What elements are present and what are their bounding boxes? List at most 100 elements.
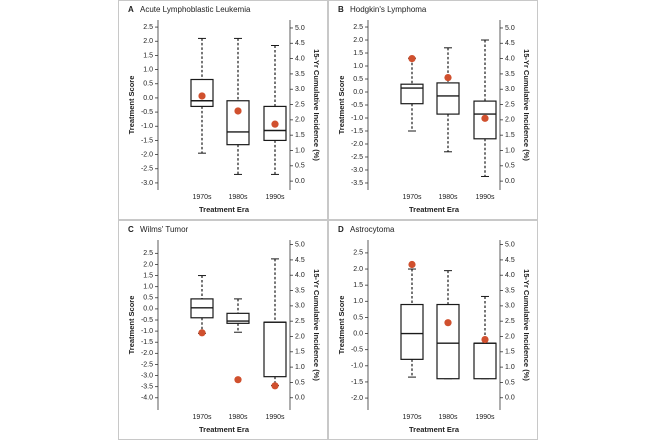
y-axis-label: Treatment Score bbox=[337, 76, 346, 135]
y-tick-label: -1.0 bbox=[351, 363, 363, 370]
panel-label: C bbox=[128, 225, 134, 234]
y-tick-label: 0.5 bbox=[353, 314, 363, 321]
y-tick-label: 1.0 bbox=[143, 66, 153, 73]
y-tick-label: -3.5 bbox=[141, 384, 153, 391]
panel-frame bbox=[118, 0, 328, 220]
y-tick-label: 2.5 bbox=[353, 250, 363, 257]
y-tick-label: 0.0 bbox=[143, 95, 153, 102]
y-tick-label: -1.5 bbox=[141, 339, 153, 346]
y-tick-label: 1.5 bbox=[143, 52, 153, 59]
y-axis-label: Treatment Score bbox=[127, 76, 136, 135]
y-tick-label: -0.5 bbox=[351, 102, 363, 109]
box bbox=[436, 82, 460, 115]
panel-label: A bbox=[128, 5, 134, 14]
incidence-point bbox=[408, 54, 416, 63]
incidence-point bbox=[271, 120, 279, 128]
y-tick-label: 1.5 bbox=[143, 272, 153, 279]
y2-tick-label: 2.5 bbox=[505, 101, 515, 108]
y-tick-label: -3.0 bbox=[141, 372, 153, 379]
box bbox=[263, 321, 287, 378]
y2-tick-label: 0.0 bbox=[295, 178, 305, 185]
y2-tick-label: 3.5 bbox=[295, 287, 305, 294]
y-tick-label: 2.5 bbox=[143, 250, 153, 257]
y-tick-label: 2.0 bbox=[353, 37, 363, 44]
y2-tick-label: 4.5 bbox=[505, 257, 515, 264]
y-axis-label: Treatment Score bbox=[337, 296, 346, 355]
y-tick-label: 2.5 bbox=[353, 24, 363, 31]
y2-tick-label: 1.5 bbox=[295, 132, 305, 139]
y2-tick-label: 1.0 bbox=[505, 364, 515, 371]
incidence-point bbox=[198, 92, 206, 100]
y-axis-label: Treatment Score bbox=[127, 296, 136, 355]
panel-title: Wilms' Tumor bbox=[140, 225, 189, 234]
incidence-point bbox=[234, 107, 242, 115]
y-tick-label: -3.0 bbox=[141, 180, 153, 187]
y2-tick-label: 1.5 bbox=[505, 132, 515, 139]
y-tick-label: 2.0 bbox=[353, 266, 363, 273]
y2-tick-label: 4.5 bbox=[295, 40, 305, 47]
y-tick-label: 0.0 bbox=[143, 306, 153, 313]
panel-label: B bbox=[338, 5, 344, 14]
y-tick-label: -2.5 bbox=[141, 166, 153, 173]
x-axis-label: Treatment Era bbox=[199, 205, 250, 214]
y-tick-label: 0.5 bbox=[353, 76, 363, 83]
x-tick-label: 1980s bbox=[228, 194, 248, 201]
y-tick-label: 0.5 bbox=[143, 295, 153, 302]
x-axis-label: Treatment Era bbox=[409, 205, 460, 214]
box bbox=[436, 303, 460, 380]
panel-title: Astrocytoma bbox=[350, 225, 395, 234]
panel-frame bbox=[328, 0, 538, 220]
y-tick-label: -1.0 bbox=[141, 328, 153, 335]
incidence-point bbox=[481, 335, 489, 344]
incidence-point bbox=[271, 382, 279, 390]
y-tick-label: 1.0 bbox=[143, 284, 153, 291]
box bbox=[226, 312, 250, 324]
y2-tick-label: 1.0 bbox=[505, 147, 515, 154]
y-tick-label: 2.0 bbox=[143, 261, 153, 268]
y-tick-label: -2.0 bbox=[351, 395, 363, 402]
y2-tick-label: 4.0 bbox=[505, 272, 515, 279]
y-tick-label: -0.5 bbox=[141, 317, 153, 324]
y-tick-label: 2.5 bbox=[143, 24, 153, 31]
x-tick-label: 1980s bbox=[438, 194, 458, 201]
y-tick-label: 0.5 bbox=[143, 81, 153, 88]
y2-tick-label: 2.0 bbox=[505, 333, 515, 340]
y2-tick-label: 2.5 bbox=[295, 318, 305, 325]
y2-tick-label: 1.5 bbox=[295, 349, 305, 356]
x-tick-label: 1970s bbox=[402, 414, 422, 421]
y2-axis-label: 15-Yr Cumulative Incidence (%) bbox=[522, 269, 531, 381]
y-tick-label: -2.5 bbox=[351, 154, 363, 161]
y2-tick-label: 0.0 bbox=[505, 395, 515, 402]
panel-label: D bbox=[338, 225, 344, 234]
y2-tick-label: 3.5 bbox=[505, 71, 515, 78]
y2-tick-label: 4.0 bbox=[295, 55, 305, 62]
y-tick-label: 0.0 bbox=[353, 330, 363, 337]
y2-tick-label: 2.0 bbox=[295, 333, 305, 340]
y-tick-label: 1.0 bbox=[353, 298, 363, 305]
x-tick-label: 1990s bbox=[475, 194, 495, 201]
panel: C Wilms' Tumor Treatment Era Treatment Scor… bbox=[118, 220, 328, 440]
box bbox=[400, 303, 424, 360]
y-tick-label: 1.5 bbox=[353, 282, 363, 289]
y2-tick-label: 5.0 bbox=[295, 241, 305, 248]
panel: A Acute Lymphoblastic Leukemia Treatment E… bbox=[118, 0, 328, 220]
y-tick-label: -2.0 bbox=[141, 350, 153, 357]
y-tick-label: -1.0 bbox=[351, 115, 363, 122]
x-tick-label: 1990s bbox=[265, 194, 285, 201]
y-tick-label: 1.5 bbox=[353, 50, 363, 57]
incidence-point bbox=[481, 114, 489, 122]
x-axis-label: Treatment Era bbox=[199, 425, 250, 434]
y-tick-label: 2.0 bbox=[143, 38, 153, 45]
y2-tick-label: 4.0 bbox=[295, 272, 305, 279]
y-tick-label: -1.0 bbox=[141, 123, 153, 130]
y2-tick-label: 0.5 bbox=[295, 163, 305, 170]
incidence-point bbox=[444, 73, 452, 82]
box bbox=[473, 342, 497, 380]
y-tick-label: 0.0 bbox=[353, 89, 363, 96]
x-tick-label: 1970s bbox=[192, 194, 212, 201]
y2-tick-label: 3.5 bbox=[295, 71, 305, 78]
y-tick-label: -1.5 bbox=[351, 128, 363, 135]
y2-tick-label: 0.5 bbox=[295, 379, 305, 386]
y2-tick-label: 2.0 bbox=[295, 117, 305, 124]
